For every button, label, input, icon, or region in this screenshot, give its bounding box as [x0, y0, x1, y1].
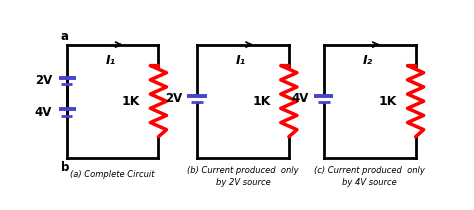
Text: 4V: 4V	[35, 106, 52, 119]
Text: 2V: 2V	[35, 74, 52, 87]
Text: 2V: 2V	[165, 92, 182, 105]
Text: I₂: I₂	[363, 54, 373, 67]
Text: (b) Current produced  only
by 2V source: (b) Current produced only by 2V source	[187, 166, 299, 187]
Text: 1K: 1K	[122, 95, 140, 108]
Text: b: b	[61, 161, 69, 174]
Text: I₁: I₁	[236, 54, 246, 67]
Text: 1K: 1K	[379, 95, 397, 108]
Text: (c) Current produced  only
by 4V source: (c) Current produced only by 4V source	[314, 166, 425, 187]
Text: 4V: 4V	[292, 92, 309, 105]
Text: (a) Complete Circuit: (a) Complete Circuit	[70, 170, 155, 179]
Text: 1K: 1K	[252, 95, 271, 108]
Text: a: a	[61, 30, 69, 43]
Text: I₁: I₁	[106, 54, 116, 67]
